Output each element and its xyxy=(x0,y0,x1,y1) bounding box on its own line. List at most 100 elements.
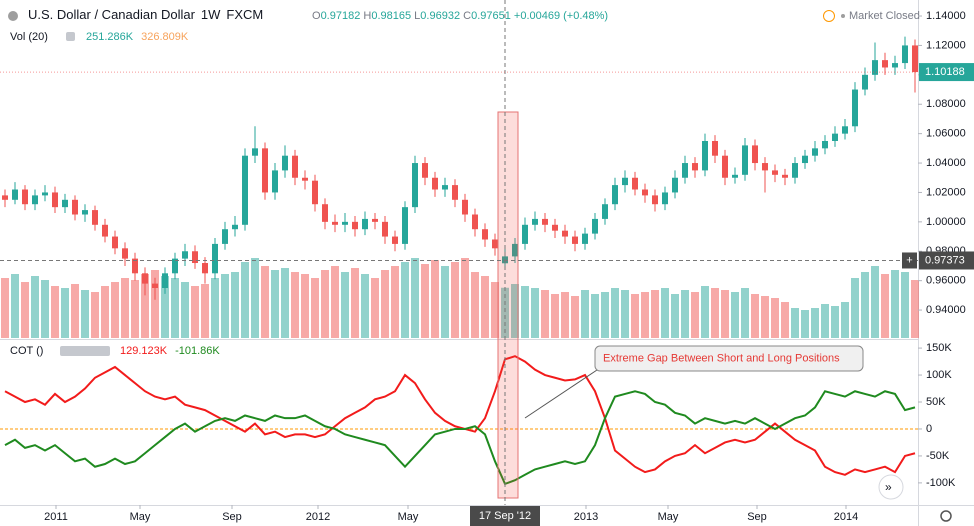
cot-title: COT () xyxy=(10,345,43,357)
candle-body xyxy=(72,199,78,215)
x-tick-label: May xyxy=(398,511,419,523)
symbol-title: U.S. Dollar / Canadian Dollar xyxy=(28,7,196,22)
volume-bar xyxy=(71,284,79,338)
x-tick-label: May xyxy=(130,511,151,523)
h-letter: H xyxy=(363,10,371,22)
volume-bar xyxy=(311,278,319,338)
status-icon xyxy=(823,10,835,22)
volume-bar xyxy=(161,276,169,338)
candle-body xyxy=(372,218,378,222)
candle-body xyxy=(52,192,58,208)
vol-title: Vol (20) xyxy=(10,31,48,43)
candle-body xyxy=(12,189,18,200)
volume-bar xyxy=(381,270,389,338)
last-price: 1.10188 xyxy=(925,66,965,78)
candle-body xyxy=(112,236,118,249)
volume-bar xyxy=(261,266,269,338)
candle-body xyxy=(632,177,638,190)
volume-bar xyxy=(411,258,419,338)
candle-body xyxy=(412,163,418,208)
y-tick-label: 1.08000 xyxy=(926,98,966,110)
candle-body xyxy=(242,155,248,225)
crosshair-date-tag xyxy=(470,506,540,526)
cot-legend: 129.123K -101.86K xyxy=(120,345,220,357)
volume-bar xyxy=(781,302,789,338)
candle-body xyxy=(802,155,808,164)
candle-body xyxy=(882,60,888,68)
candle-body xyxy=(482,229,488,240)
add-icon: + xyxy=(906,254,912,266)
y-tick-label: 0.94000 xyxy=(926,304,966,316)
volume-bar xyxy=(861,272,869,338)
candle-body xyxy=(762,163,768,171)
scroll-icon[interactable]: » xyxy=(885,480,892,494)
vol-value: 251.286K xyxy=(86,31,134,43)
candle-body xyxy=(702,140,708,171)
x-tick-label: 2012 xyxy=(306,511,330,523)
y-tick-label: 150K xyxy=(926,342,952,354)
status-dot xyxy=(841,14,845,18)
candle-body xyxy=(292,155,298,178)
volume-bar xyxy=(581,290,589,338)
volume-bar xyxy=(341,272,349,338)
candle-body xyxy=(402,207,408,244)
candle-body xyxy=(732,174,738,178)
callout-text: Extreme Gap Between Short and Long Posit… xyxy=(603,352,840,364)
volume-bar xyxy=(631,294,639,338)
candle-body xyxy=(642,189,648,196)
volume-bar xyxy=(331,266,339,338)
change: +0.00469 (+0.48%) xyxy=(514,10,608,22)
settings-icon[interactable] xyxy=(940,510,952,522)
volume-bar xyxy=(91,292,99,338)
cot-value: -101.86K xyxy=(175,345,220,357)
volume-bar xyxy=(541,290,549,338)
candle-body xyxy=(32,195,38,205)
header: U.S. Dollar / Canadian Dollar 1W FXCM xyxy=(28,7,263,22)
h-value: 0.98165 xyxy=(371,10,411,22)
volume-bar xyxy=(601,292,609,338)
candle-body xyxy=(222,229,228,244)
candle-body xyxy=(192,251,198,264)
volume-bar xyxy=(441,266,449,338)
y-tick-label: 1.12000 xyxy=(926,39,966,51)
candle-body xyxy=(682,163,688,178)
candle-body xyxy=(362,218,368,230)
x-tick-label: Sep xyxy=(747,511,767,523)
volume-bar xyxy=(21,282,29,338)
status: Market Closed xyxy=(849,10,920,22)
volume-bar xyxy=(231,272,239,338)
cot-line xyxy=(4,390,916,486)
x-tick-label: Sep xyxy=(222,511,242,523)
volume-bar xyxy=(911,280,919,338)
volume-bar xyxy=(511,284,519,338)
volume-bar xyxy=(61,288,69,338)
candle-body xyxy=(842,126,848,134)
volume-bar xyxy=(851,278,859,338)
volume-bar xyxy=(501,287,509,338)
volume-bar xyxy=(101,286,109,338)
volume-bar xyxy=(591,294,599,338)
candle-body xyxy=(92,210,98,225)
y-tick-label: -100K xyxy=(926,477,956,489)
volume-bar xyxy=(191,286,199,338)
candle-body xyxy=(442,185,448,190)
candle-body xyxy=(772,170,778,175)
volume-bar xyxy=(151,270,159,338)
candle-body xyxy=(212,243,218,274)
volume-bar xyxy=(171,278,179,338)
volume-bar xyxy=(681,290,689,338)
callout-pointer xyxy=(524,367,601,419)
candle-body xyxy=(662,192,668,205)
volume-bar xyxy=(461,258,469,338)
candle-body xyxy=(452,185,458,200)
candle-body xyxy=(462,199,468,215)
candle-body xyxy=(892,63,898,68)
candle-body xyxy=(742,145,748,175)
candle-body xyxy=(602,204,608,219)
candle-body xyxy=(262,148,268,193)
volume-bar xyxy=(471,272,479,338)
scroll-button[interactable] xyxy=(878,474,904,500)
candle-body xyxy=(512,243,518,257)
crosshair-price: 0.97373 xyxy=(925,254,965,266)
